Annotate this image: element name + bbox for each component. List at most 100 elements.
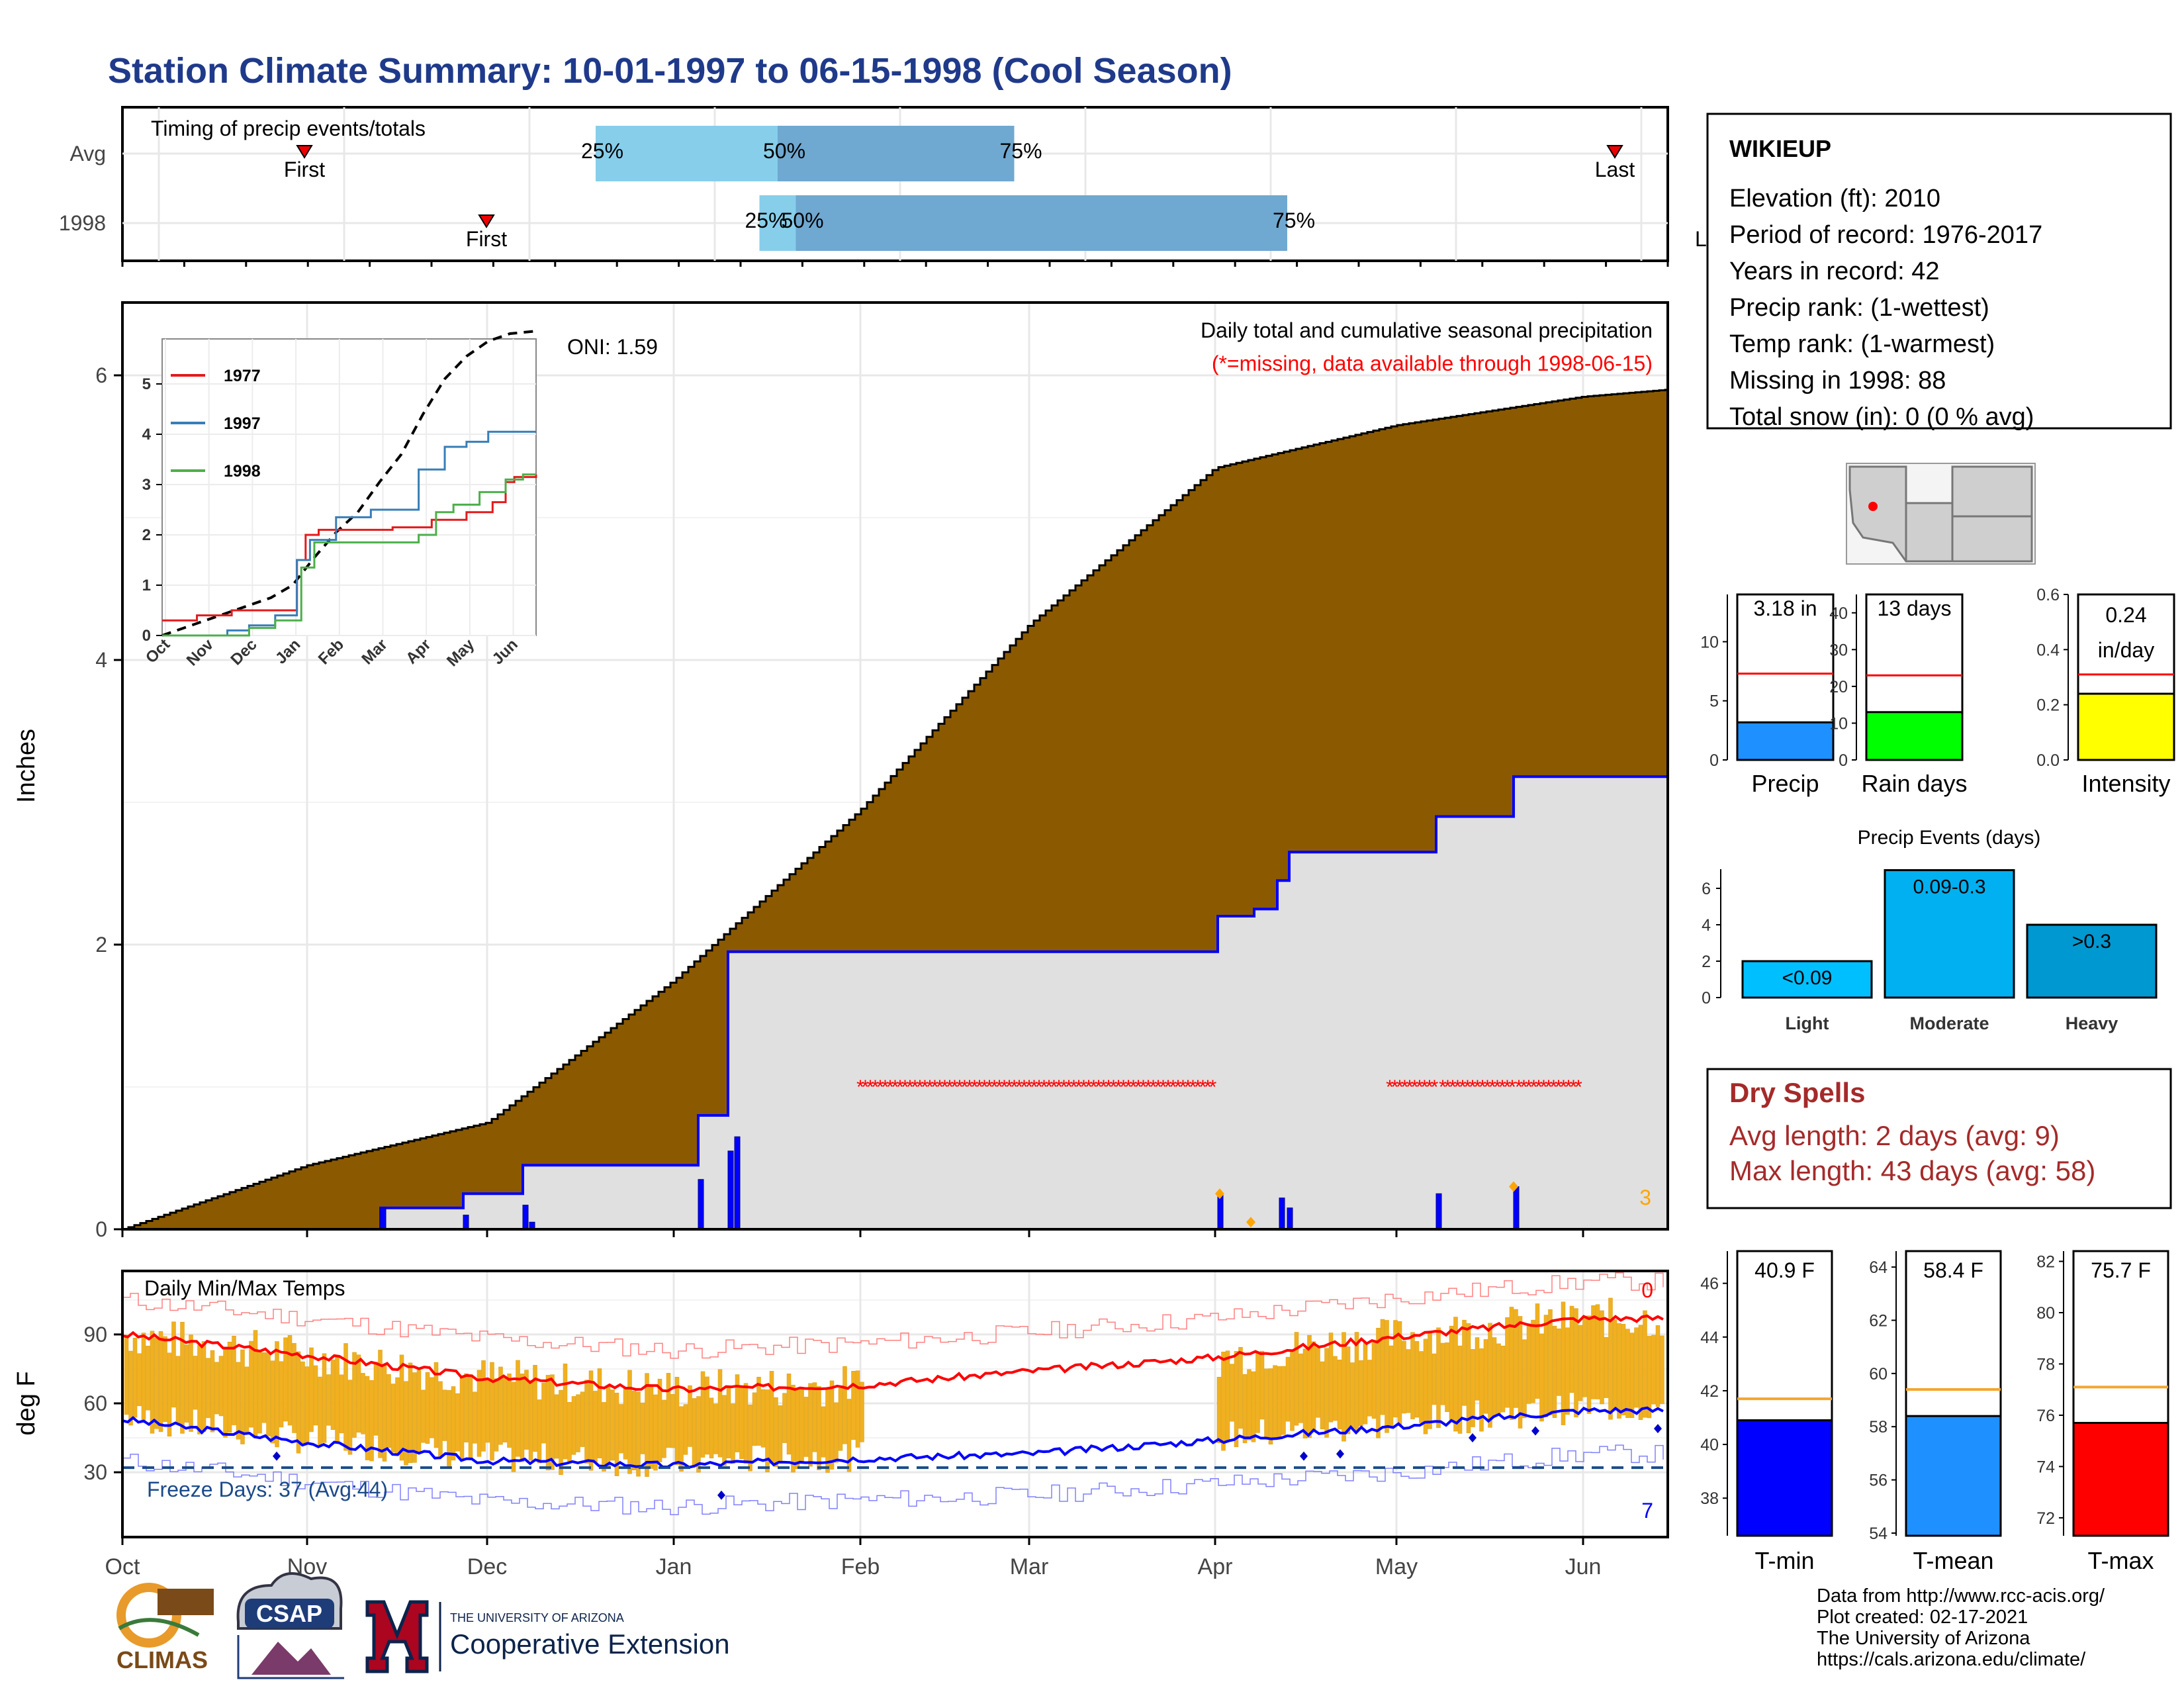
missing-mark: * xyxy=(1444,1076,1452,1098)
temp-daily-bar xyxy=(846,1399,852,1472)
missing-mark: * xyxy=(1021,1076,1028,1098)
avg-max-line xyxy=(122,1314,1664,1393)
missing-mark: * xyxy=(1454,1076,1462,1098)
missing-mark: * xyxy=(985,1076,993,1098)
missing-mark: * xyxy=(1005,1076,1013,1098)
temp-daily-bar xyxy=(614,1393,619,1476)
temp-daily-bar xyxy=(1561,1301,1566,1425)
temp-daily-bar xyxy=(855,1370,860,1448)
missing-mark: * xyxy=(1115,1076,1122,1098)
events-tick-label: 4 xyxy=(1702,916,1711,935)
daily-precip-bar xyxy=(522,1204,529,1230)
missing-mark: * xyxy=(1011,1076,1019,1098)
temp-yticks: 30 60 90 xyxy=(83,1323,122,1484)
temp-daily-bar xyxy=(1462,1319,1467,1406)
temp-daily-bar xyxy=(175,1356,181,1425)
temp-daily-bar xyxy=(1432,1353,1437,1405)
temp-daily-bar xyxy=(1569,1305,1574,1393)
missing-mark: * xyxy=(911,1076,919,1098)
temp-daily-bar xyxy=(292,1342,296,1433)
inset-legend-label: 1997 xyxy=(224,414,261,433)
temp-daily-bar xyxy=(330,1360,336,1430)
events-tick-label: 0 xyxy=(1702,989,1711,1008)
temp-daily-bar xyxy=(1294,1332,1299,1426)
y1998-p75-label: 75% xyxy=(1273,209,1315,232)
temp-daily-bar xyxy=(1234,1351,1239,1448)
station-line-5: Temp rank: (1-warmest) xyxy=(1729,330,1995,358)
temp-summary-tick-label: 46 xyxy=(1700,1275,1719,1293)
precip-panel: ****************************************… xyxy=(13,301,1669,1241)
temp-daily-bar xyxy=(1457,1345,1463,1434)
missing-mark: * xyxy=(1189,1076,1197,1098)
temp-daily-bar xyxy=(511,1382,516,1472)
temp-daily-bar xyxy=(860,1382,864,1442)
temp-daily-bar xyxy=(606,1385,611,1469)
missing-mark: * xyxy=(1515,1076,1523,1098)
station-line-6: Missing in 1998: 88 xyxy=(1729,367,1946,395)
temp-daily-bar xyxy=(455,1393,460,1452)
temp-daily-bar xyxy=(584,1380,589,1464)
temp-daily-bar xyxy=(369,1380,374,1462)
temp-daily-bar xyxy=(1621,1324,1626,1415)
missing-mark: * xyxy=(991,1076,999,1098)
avg-q1-bar xyxy=(596,126,778,181)
temp-daily-bar xyxy=(636,1391,641,1477)
avg-p25-label: 25% xyxy=(581,139,623,163)
temp-daily-bar xyxy=(1225,1350,1230,1440)
temp-daily-bar xyxy=(1625,1329,1630,1419)
temp-lines xyxy=(122,1272,1668,1515)
missing-mark: * xyxy=(1488,1076,1496,1098)
precip-missing-note: (*=missing, data available through 1998-… xyxy=(1212,352,1653,375)
missing-mark: * xyxy=(1540,1076,1548,1098)
daily-precip-bar xyxy=(463,1215,469,1230)
climas-label: CLIMAS xyxy=(116,1646,208,1673)
page-title: Station Climate Summary: 10-01-1997 to 0… xyxy=(108,51,1232,91)
temp-daily-bar xyxy=(1268,1368,1273,1445)
summary-tick-label: 10 xyxy=(1829,714,1848,733)
temp-daily-bar xyxy=(1651,1335,1656,1405)
credit-3: The University of Arizona xyxy=(1817,1628,2030,1649)
missing-mark: * xyxy=(1055,1076,1063,1098)
missing-mark: * xyxy=(1545,1076,1553,1098)
daily-precip-bar xyxy=(1217,1193,1224,1230)
precip-ylabel: Inches xyxy=(13,729,40,803)
missing-mark: * xyxy=(1570,1076,1578,1098)
summary-tick-label: 0.2 xyxy=(2036,696,2060,715)
missing-mark: * xyxy=(1474,1076,1482,1098)
temp-daily-bar xyxy=(1316,1347,1320,1418)
temp-daily-bar xyxy=(559,1389,563,1476)
temp-daily-bar xyxy=(563,1363,568,1460)
temp-daily-bar xyxy=(756,1376,761,1446)
csap-logo: CSAP xyxy=(236,1572,344,1679)
temp-daily-bar xyxy=(232,1336,236,1425)
missing-mark: * xyxy=(1555,1076,1563,1098)
temp-summary-label: T-mean xyxy=(1913,1547,1993,1574)
temp-daily-bar xyxy=(1466,1323,1471,1433)
location-map xyxy=(1846,463,2036,565)
temp-daily-bar xyxy=(674,1376,680,1466)
temp-daily-bar xyxy=(1216,1377,1222,1443)
daily-precip-bar xyxy=(1513,1186,1520,1230)
orange-dot xyxy=(1215,1188,1224,1199)
temp-daily-bar xyxy=(1367,1360,1372,1417)
missing-mark: * xyxy=(1134,1076,1142,1098)
temp-daily-bar xyxy=(1535,1303,1540,1399)
temp-daily-bar xyxy=(1634,1327,1639,1408)
temp-daily-bar xyxy=(593,1391,598,1464)
cold-marker xyxy=(1336,1449,1344,1459)
temp-daily-bar xyxy=(309,1347,314,1432)
temp-daily-bar xyxy=(812,1382,817,1452)
month-label: Jun xyxy=(1565,1554,1602,1579)
temp-daily-bar xyxy=(623,1387,628,1460)
record-max-line xyxy=(122,1272,1664,1359)
temp-daily-bar xyxy=(791,1385,796,1473)
summary-bar-rain-days xyxy=(1865,711,1964,761)
missing-mark: * xyxy=(1080,1076,1088,1098)
temp-daily-bar xyxy=(1500,1345,1506,1413)
temp-daily-bar xyxy=(257,1352,262,1434)
missing-mark: * xyxy=(1194,1076,1202,1098)
temp-summary-tick-label: 60 xyxy=(1869,1365,1888,1383)
temp-daily-bar xyxy=(743,1383,749,1464)
temp-daily-bar xyxy=(808,1383,813,1467)
